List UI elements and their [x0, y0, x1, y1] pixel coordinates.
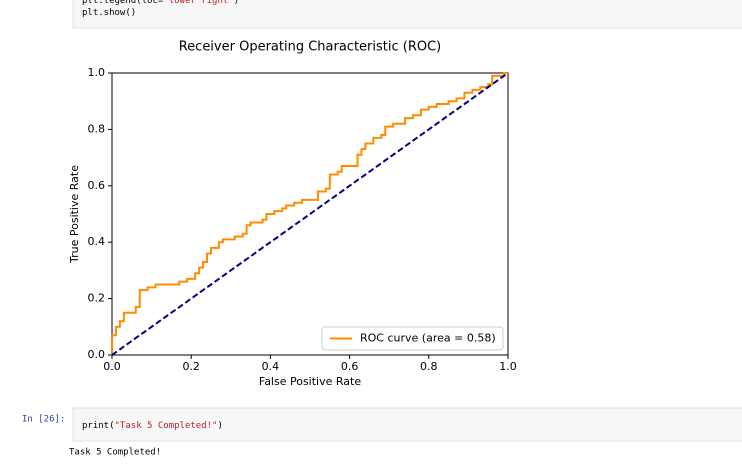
- code-line: plt.show(): [82, 8, 136, 18]
- y-tick-label: 0.4: [88, 235, 106, 248]
- code-cell[interactable]: [72, 0, 742, 29]
- series-line: [111, 72, 508, 355]
- code-token: "Task 5 Completed!": [115, 421, 218, 431]
- x-tick-label: 1.0: [499, 360, 517, 373]
- chart-title: Receiver Operating Characteristic (ROC): [179, 40, 442, 55]
- code-token: ): [217, 421, 222, 431]
- legend: [321, 326, 504, 351]
- x-tick-label: 0.4: [262, 360, 280, 373]
- code-line: plt.legend(loc="lower right"): [82, 0, 239, 6]
- legend-label: ROC curve (area = 0.58): [360, 332, 496, 345]
- y-tick-label: 0.8: [88, 122, 106, 135]
- x-tick-label: 0.6: [341, 360, 359, 373]
- cell-prompt: In [26]:: [22, 415, 65, 425]
- x-tick-label: 0.2: [182, 360, 200, 373]
- cell-output: Task 5 Completed!: [69, 448, 161, 458]
- x-tick-label: 0.8: [420, 360, 438, 373]
- y-tick-label: 1.0: [88, 66, 106, 79]
- code-token: "lower right": [163, 0, 233, 6]
- code-line: print("Task 5 Completed!"): [82, 421, 223, 431]
- series-line: [111, 72, 509, 356]
- y-axis-label: True Positive Rate: [68, 165, 81, 264]
- y-tick-label: 0.6: [88, 179, 106, 192]
- code-token: plt.legend(loc=: [82, 0, 164, 6]
- y-tick-label: 0.2: [88, 292, 106, 305]
- code-token: plt.show(): [82, 8, 136, 18]
- code-token: print(: [82, 421, 115, 431]
- x-tick-label: 0.0: [103, 360, 121, 373]
- x-axis-label: False Positive Rate: [259, 375, 361, 388]
- y-tick-label: 0.0: [88, 348, 106, 361]
- code-token: ): [234, 0, 239, 6]
- code-cell[interactable]: [72, 407, 742, 442]
